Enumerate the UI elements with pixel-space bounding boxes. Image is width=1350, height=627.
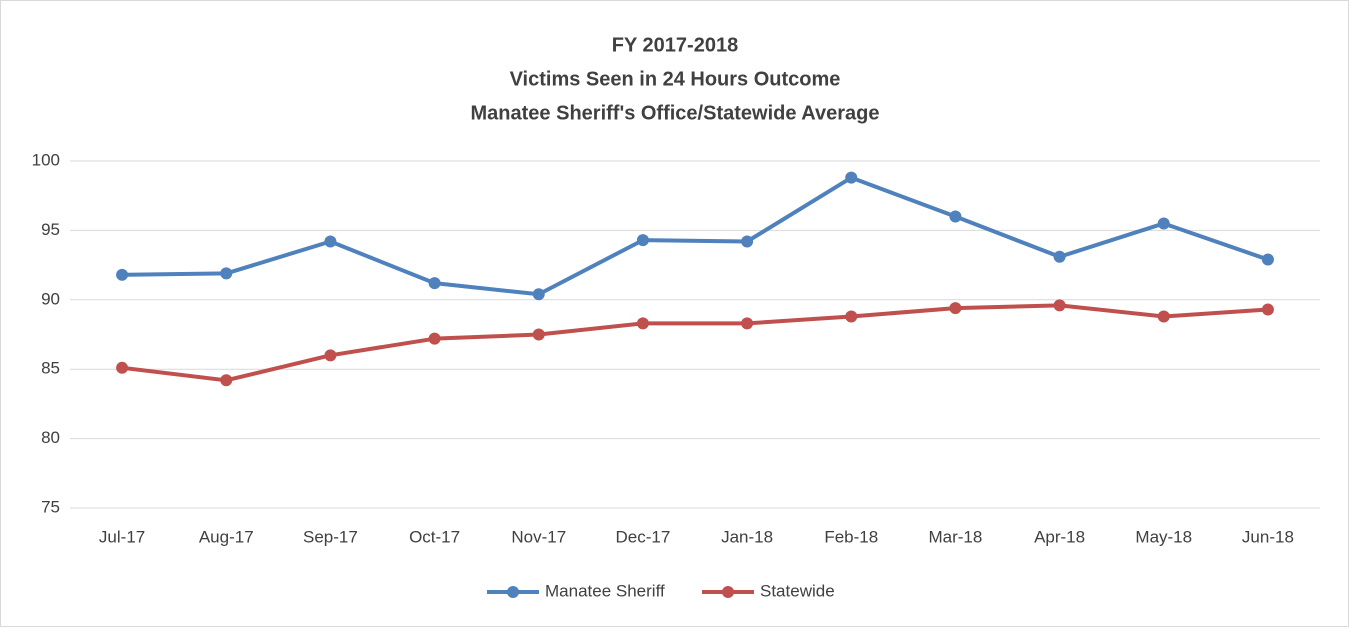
point-marker [1053, 299, 1066, 312]
legend-marker [722, 586, 734, 598]
chart-title: Manatee Sheriff's Office/Statewide Avera… [471, 102, 880, 124]
point-marker [741, 235, 754, 248]
point-marker [1261, 303, 1274, 316]
x-tick-label: Apr-18 [1034, 527, 1085, 546]
x-tick-label: Feb-18 [824, 527, 878, 546]
point-marker [532, 288, 545, 301]
y-tick-label: 80 [41, 428, 60, 447]
legend-label: Statewide [760, 581, 835, 600]
point-marker [324, 349, 337, 362]
chart-title: FY 2017-2018 [612, 34, 738, 56]
point-marker [116, 361, 129, 374]
legend-label: Manatee Sheriff [545, 581, 665, 600]
y-tick-label: 95 [41, 220, 60, 239]
point-marker [1053, 250, 1066, 263]
point-marker [741, 317, 754, 330]
x-tick-label: Jan-18 [721, 527, 773, 546]
point-marker [636, 234, 649, 247]
point-marker [636, 317, 649, 330]
legend-marker [507, 586, 519, 598]
x-tick-label: Nov-17 [511, 527, 566, 546]
x-tick-label: Aug-17 [199, 527, 254, 546]
x-tick-label: Oct-17 [409, 527, 460, 546]
point-marker [949, 210, 962, 223]
y-tick-label: 90 [41, 289, 60, 308]
x-tick-label: Sep-17 [303, 527, 358, 546]
chart-title: Victims Seen in 24 Hours Outcome [510, 68, 841, 90]
point-marker [220, 267, 233, 280]
y-tick-label: 75 [41, 497, 60, 516]
y-tick-label: 85 [41, 359, 60, 378]
y-tick-label: 100 [32, 150, 60, 169]
point-marker [1157, 310, 1170, 323]
point-marker [1261, 253, 1274, 266]
x-tick-label: Jun-18 [1242, 527, 1294, 546]
x-tick-label: Mar-18 [928, 527, 982, 546]
x-tick-label: Dec-17 [616, 527, 671, 546]
point-marker [1157, 217, 1170, 230]
x-tick-label: Jul-17 [99, 527, 145, 546]
series-line [121, 303, 1269, 383]
point-marker [428, 277, 441, 290]
point-marker [324, 235, 337, 248]
point-marker [428, 332, 441, 345]
point-marker [845, 171, 858, 184]
point-marker [949, 302, 962, 315]
x-tick-label: May-18 [1135, 527, 1192, 546]
point-marker [845, 310, 858, 323]
point-marker [220, 374, 233, 387]
point-marker [532, 328, 545, 341]
point-marker [116, 268, 129, 281]
series-line [122, 175, 1269, 297]
